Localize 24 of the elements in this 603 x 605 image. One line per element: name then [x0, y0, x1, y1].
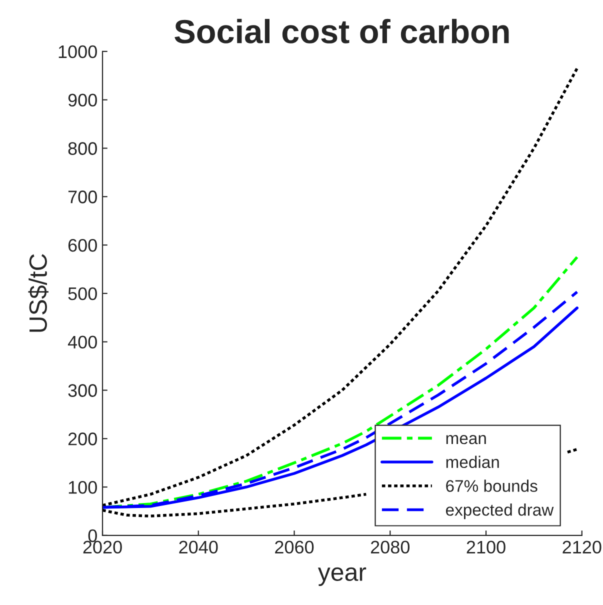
x-tick-label: 2100 — [466, 540, 506, 554]
x-tick-label: 2060 — [275, 540, 314, 554]
legend-label: median — [446, 456, 499, 468]
y-axis-title: US$/tC — [28, 254, 48, 332]
legend-label: 67% bounds — [446, 480, 538, 492]
x-tick-label: 2040 — [179, 540, 218, 554]
y-tick-label: 200 — [68, 432, 97, 446]
y-tick-label: 1000 — [58, 45, 97, 58]
x-tick-label: 2120 — [562, 540, 602, 554]
chart-title: Social cost of carbon — [174, 18, 509, 44]
y-tick-label: 600 — [68, 238, 97, 252]
y-tick-label: 0 — [88, 529, 97, 542]
y-tick-label: 500 — [68, 287, 97, 300]
y-tick-label: 700 — [68, 190, 97, 204]
y-tick-label: 800 — [68, 142, 97, 155]
y-tick-label: 900 — [68, 94, 97, 107]
y-tick-label: 300 — [68, 384, 97, 397]
y-tick-label: 100 — [68, 480, 97, 494]
legend-label: mean — [446, 435, 486, 444]
legend-label: expected draw — [446, 504, 554, 520]
y-tick-label: 400 — [68, 336, 97, 349]
x-tick-label: 2020 — [83, 540, 122, 554]
x-axis-title: year — [318, 567, 366, 586]
x-tick-label: 2080 — [370, 540, 410, 554]
